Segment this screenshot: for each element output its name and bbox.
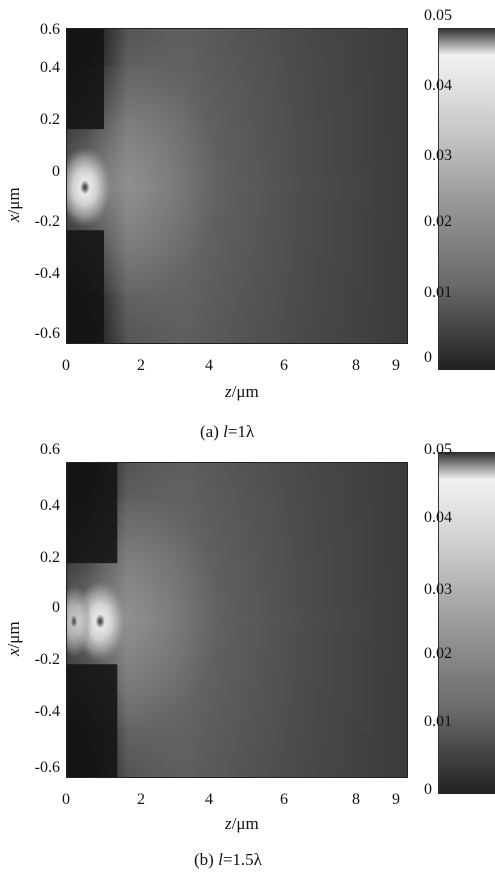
colorbar-tick: 0 (424, 781, 432, 798)
caption-suffix: =1.5λ (222, 850, 262, 869)
y-tick: 0.4 (40, 59, 60, 76)
colorbar (438, 28, 495, 370)
colorbar-tick: 0.02 (424, 213, 452, 230)
x-tick: 8 (352, 357, 360, 374)
caption-prefix: (b) (194, 850, 219, 869)
colorbar (438, 452, 495, 794)
heatmap-svg (66, 28, 408, 344)
heatmap-plot (66, 462, 408, 778)
x-tick: 9 (392, 357, 400, 374)
colorbar-tick: 0 (424, 349, 432, 366)
caption-suffix: =1λ (227, 422, 255, 441)
colorbar-tick: 0.05 (424, 7, 452, 24)
x-tick: 6 (280, 357, 288, 374)
y-tick: -0.6 (34, 325, 60, 342)
y-tick: 0.6 (40, 21, 60, 38)
y-tick: 0.4 (40, 497, 60, 514)
y-axis-unit: /μm (4, 187, 23, 215)
y-tick: 0.6 (40, 441, 60, 458)
x-tick: 0 (62, 791, 70, 808)
y-axis-label: x/μm (4, 621, 24, 656)
heatmap-dark-region-bottom (66, 664, 118, 778)
heatmap-hotspot (66, 147, 112, 228)
colorbar-svg (439, 28, 495, 370)
x-tick: 6 (280, 791, 288, 808)
x-axis-unit: /μm (231, 814, 259, 833)
colorbar-tick: 0.01 (424, 284, 452, 301)
figure-caption: (a) l=1λ (200, 422, 254, 442)
panel-a: 0.6 0.4 0.2 0 -0.2 -0.4 -0.6 0 2 4 6 8 9… (0, 0, 495, 441)
heatmap-dark-region-bottom (66, 230, 104, 344)
y-tick: -0.4 (34, 265, 60, 282)
x-axis-var: z (225, 814, 232, 833)
y-tick: 0.2 (40, 549, 60, 566)
colorbar-tick: 0.01 (424, 713, 452, 730)
x-axis-var: z (225, 382, 232, 401)
y-axis-var: x (4, 214, 23, 222)
x-tick: 4 (205, 357, 213, 374)
caption-prefix: (a) (200, 422, 224, 441)
x-tick: 8 (352, 791, 360, 808)
colorbar-tick: 0.03 (424, 147, 452, 164)
panel-b: 0.6 0.4 0.2 0 -0.2 -0.4 -0.6 0 2 4 6 8 9… (0, 438, 495, 876)
colorbar-tick: 0.04 (424, 509, 452, 526)
heatmap-dark-region-top (66, 462, 118, 564)
figure-caption: (b) l=1.5λ (194, 850, 262, 870)
x-axis-label: z/μm (225, 382, 259, 402)
x-tick: 0 (62, 357, 70, 374)
colorbar-gradient (439, 452, 495, 794)
colorbar-tick: 0.02 (424, 645, 452, 662)
caption-var: l (218, 850, 223, 869)
x-axis-label: z/μm (225, 814, 259, 834)
y-axis-label: x/μm (4, 187, 24, 222)
x-tick: 2 (137, 791, 145, 808)
heatmap-shade (66, 28, 408, 344)
x-tick: 4 (205, 791, 213, 808)
y-axis-var: x (4, 648, 23, 656)
colorbar-tick: 0.03 (424, 581, 452, 598)
x-tick: 9 (392, 791, 400, 808)
y-tick: 0 (52, 599, 60, 616)
colorbar-svg (439, 452, 495, 794)
colorbar-tick: 0.04 (424, 77, 452, 94)
y-axis-unit: /μm (4, 621, 23, 649)
y-tick: 0.2 (40, 111, 60, 128)
colorbar-gradient (439, 28, 495, 370)
y-tick: -0.2 (34, 651, 60, 668)
heatmap-hotspot-secondary (66, 585, 92, 658)
y-tick: -0.4 (34, 703, 60, 720)
caption-var: l (223, 422, 228, 441)
heatmap-plot (66, 28, 408, 344)
heatmap-svg (66, 462, 408, 778)
x-tick: 2 (137, 357, 145, 374)
y-tick: -0.2 (34, 213, 60, 230)
y-tick: 0 (52, 163, 60, 180)
heatmap-dark-region-top (66, 28, 104, 130)
x-axis-unit: /μm (231, 382, 259, 401)
colorbar-tick: 0.05 (424, 441, 452, 458)
y-tick: -0.6 (34, 759, 60, 776)
